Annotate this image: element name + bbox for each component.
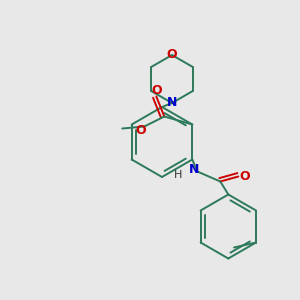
Text: N: N — [167, 97, 177, 110]
Text: H: H — [174, 169, 182, 179]
Text: N: N — [189, 163, 200, 176]
Text: O: O — [151, 84, 162, 97]
Text: O: O — [135, 124, 146, 137]
Text: O: O — [167, 49, 177, 62]
Text: O: O — [239, 170, 250, 183]
